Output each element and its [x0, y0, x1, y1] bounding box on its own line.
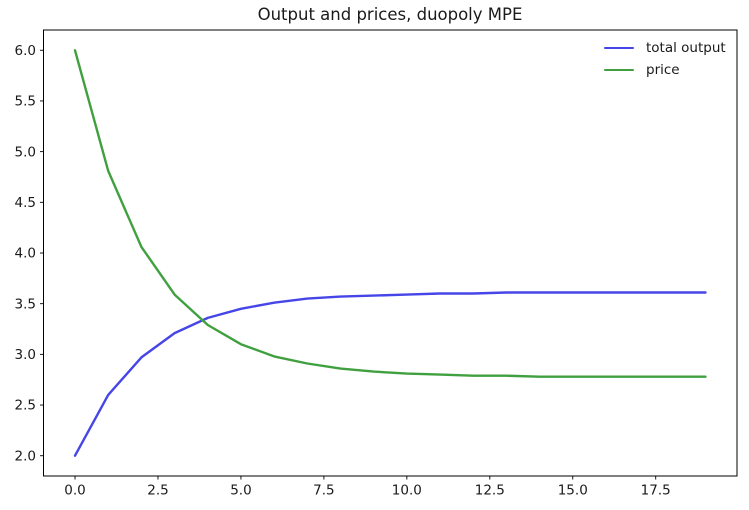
y-tick-label: 4.5 — [15, 195, 36, 211]
x-tick-label: 12.5 — [475, 483, 505, 499]
legend: total output price — [604, 37, 726, 81]
x-tick-label: 2.5 — [147, 483, 168, 499]
legend-entry: total output — [604, 37, 726, 59]
x-tick-label: 0.0 — [64, 483, 85, 499]
series-line-total-output — [73, 291, 707, 457]
legend-entry: price — [604, 59, 726, 81]
y-tick-label: 2.5 — [15, 398, 36, 414]
y-tick-label: 5.0 — [15, 144, 36, 160]
y-tick-label: 6.0 — [15, 43, 36, 59]
legend-line-icon — [604, 68, 634, 72]
y-tick-label: 3.0 — [15, 347, 36, 363]
x-tick-label: 7.5 — [313, 483, 334, 499]
y-tick-label: 2.0 — [15, 448, 36, 464]
x-tick-label: 5.0 — [230, 483, 251, 499]
series-line-price — [73, 49, 707, 378]
plot-border — [43, 29, 738, 477]
y-tick-label: 3.5 — [15, 296, 36, 312]
legend-line-icon — [604, 46, 634, 50]
y-tick-label: 5.5 — [15, 94, 36, 110]
y-tick-label: 4.0 — [15, 246, 36, 262]
x-tick-label: 10.0 — [392, 483, 422, 499]
x-tick-label: 17.5 — [641, 483, 671, 499]
x-tick-label: 15.0 — [558, 483, 588, 499]
legend-label: price — [646, 62, 680, 78]
legend-label: total output — [646, 40, 726, 56]
chart-title: Output and prices, duopoly MPE — [257, 5, 523, 24]
